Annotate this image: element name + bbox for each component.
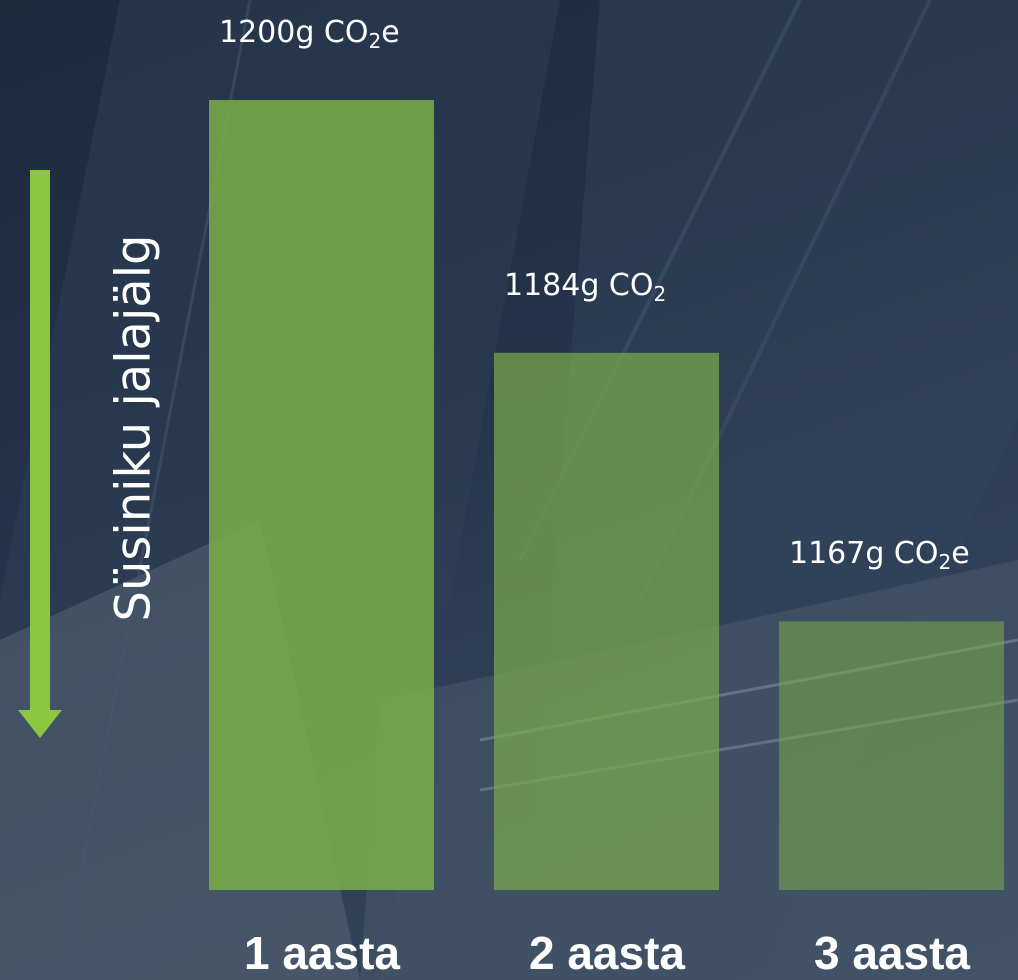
bar-2 — [494, 352, 719, 890]
category-label-2: 2 aasta — [528, 927, 685, 979]
data-label-value: 1184g CO — [504, 267, 654, 303]
category-label-3: 3 aasta — [813, 927, 970, 979]
bar-3 — [779, 621, 1004, 890]
data-label-subscript: 2 — [368, 29, 382, 53]
data-label-suffix: e — [951, 536, 970, 572]
category-label-1: 1 aasta — [243, 927, 400, 979]
bar-1 — [209, 100, 434, 890]
data-label-subscript: 2 — [653, 281, 667, 306]
data-label-1: 1200g CO2e — [219, 15, 400, 52]
data-label-value: 1200g CO — [219, 15, 369, 50]
data-label-2: 1184g CO2 — [504, 267, 666, 304]
data-label-suffix: e — [381, 15, 400, 50]
down-arrow-icon — [18, 170, 62, 738]
data-label-3: 1167g CO2e — [789, 536, 970, 573]
data-label-value: 1167g CO — [789, 536, 939, 572]
data-label-subscript: 2 — [938, 550, 952, 575]
